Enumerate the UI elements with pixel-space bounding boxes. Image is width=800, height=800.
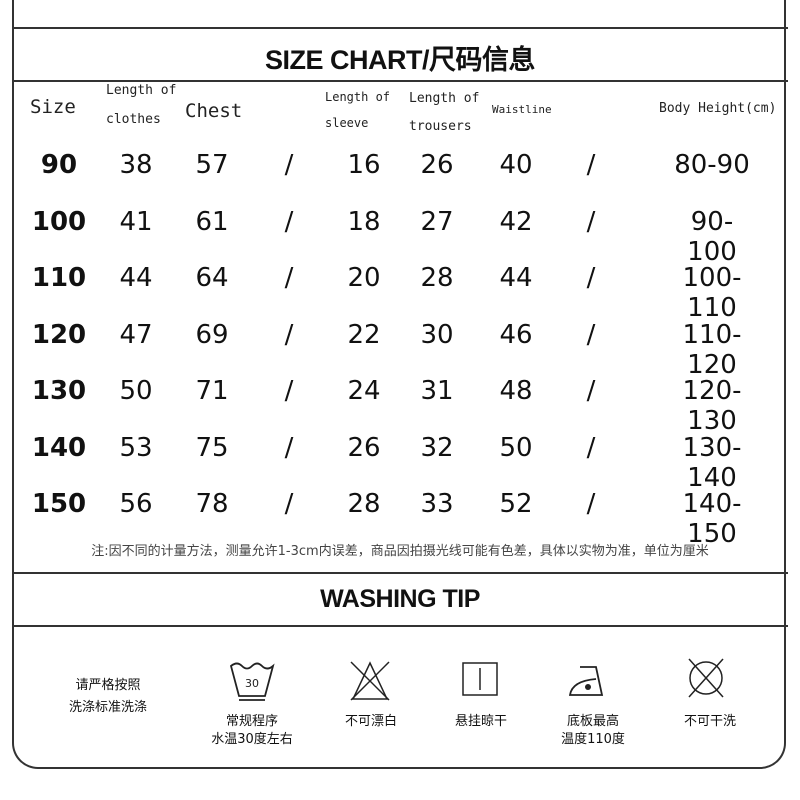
iron-label-1: 底板最高: [566, 714, 620, 729]
cell-sleeve-length: 22: [347, 319, 381, 350]
cell-trousers-length: 32: [420, 432, 454, 463]
cell-waistline: 44: [499, 263, 533, 293]
wash-label-2: 水温30度左右: [211, 732, 293, 747]
header-waistline: Waistline: [492, 103, 552, 116]
divider: [12, 572, 788, 574]
cell-body-height: 100-110: [682, 263, 742, 323]
cell-chest: 64: [195, 263, 229, 293]
cell-trousers-length: 31: [420, 376, 454, 406]
cell-sleeve-length: 28: [347, 489, 381, 519]
cell-col-blank: /: [284, 319, 294, 350]
cell-size: 110: [31, 263, 87, 293]
header-body-height: Body Height(cm): [659, 101, 777, 116]
cell-size: 90: [40, 150, 78, 180]
cell-clothes-length: 38: [119, 150, 153, 180]
cell-sleeve-length: 20: [347, 263, 381, 293]
cell-clothes-length: 50: [119, 376, 153, 406]
cell-chest: 69: [195, 319, 229, 350]
cell-col-blank-2: /: [586, 319, 596, 350]
cell-col-blank: /: [284, 150, 294, 180]
cell-waistline: 42: [499, 206, 533, 237]
size-chart-title: SIZE CHART/尺码信息: [264, 45, 536, 75]
cell-body-height: 120-130: [682, 376, 742, 436]
cell-waistline: 50: [499, 432, 533, 463]
cell-trousers-length: 33: [420, 489, 454, 519]
cell-waistline: 40: [499, 150, 533, 180]
hang-dry-label: 悬挂晾干: [454, 714, 508, 729]
cell-size: 120: [31, 319, 87, 350]
wash-temp: 30: [245, 677, 259, 690]
header-sleeve-2: sleeve: [325, 116, 369, 130]
cell-col-blank-2: /: [586, 150, 596, 180]
cell-clothes-length: 44: [119, 263, 153, 293]
cell-clothes-length: 53: [119, 432, 153, 463]
header-clothes-2: clothes: [106, 112, 161, 127]
divider: [12, 80, 788, 82]
cell-col-blank: /: [284, 263, 294, 293]
cell-col-blank-2: /: [586, 263, 596, 293]
iron-icon: [568, 666, 604, 696]
cell-col-blank: /: [284, 206, 294, 237]
header-clothes-1: Length of: [106, 83, 177, 98]
divider: [12, 27, 788, 29]
cell-sleeve-length: 18: [347, 206, 381, 237]
header-trousers-1: Length of: [409, 91, 480, 106]
cell-trousers-length: 28: [420, 263, 454, 293]
cell-trousers-length: 30: [420, 319, 454, 350]
cell-clothes-length: 56: [119, 489, 153, 519]
hang-dry-icon: [462, 662, 498, 696]
cell-waistline: 48: [499, 376, 533, 406]
cell-col-blank: /: [284, 489, 294, 519]
cell-trousers-length: 27: [420, 206, 454, 237]
cell-trousers-length: 26: [420, 150, 454, 180]
iron-label-2: 温度110度: [561, 732, 625, 747]
cell-body-height: 110-120: [682, 319, 742, 380]
cell-col-blank: /: [284, 376, 294, 406]
cell-body-height: 130-140: [682, 432, 742, 493]
no-bleach-icon: [350, 661, 390, 701]
cell-waistline: 46: [499, 319, 533, 350]
cell-size: 150: [31, 489, 87, 519]
cell-size: 140: [31, 432, 87, 463]
no-dry-clean-label: 不可干洗: [683, 714, 737, 729]
cell-col-blank-2: /: [586, 376, 596, 406]
no-dry-clean-icon: [688, 658, 724, 698]
cell-size: 130: [31, 376, 87, 406]
wash-30-icon: 30: [229, 662, 275, 701]
cell-col-blank-2: /: [586, 206, 596, 237]
cell-chest: 71: [195, 376, 229, 406]
no-bleach-label: 不可漂白: [344, 714, 398, 729]
cell-clothes-length: 41: [119, 206, 153, 237]
washing-intro-1: 请严格按照: [75, 678, 141, 693]
cell-waistline: 52: [499, 489, 533, 519]
cell-chest: 75: [195, 432, 229, 463]
cell-clothes-length: 47: [119, 319, 153, 350]
washing-intro-2: 洗涤标准洗涤: [68, 700, 148, 715]
cell-body-height: 80-90: [674, 150, 750, 180]
cell-chest: 61: [195, 206, 229, 237]
header-size: Size: [30, 96, 76, 118]
wash-label-1: 常规程序: [225, 714, 279, 729]
header-chest: Chest: [185, 100, 243, 122]
cell-col-blank-2: /: [586, 489, 596, 519]
header-trousers-2: trousers: [409, 119, 472, 134]
cell-sleeve-length: 26: [347, 432, 381, 463]
cell-size: 100: [31, 206, 87, 237]
cell-sleeve-length: 24: [347, 376, 381, 406]
cell-col-blank: /: [284, 432, 294, 463]
cell-body-height: 140-150: [682, 489, 742, 549]
washing-title: WASHING TIP: [320, 585, 480, 613]
cell-sleeve-length: 16: [347, 150, 381, 180]
chart-frame: [12, 0, 786, 769]
cell-col-blank-2: /: [586, 432, 596, 463]
divider: [12, 625, 788, 627]
cell-chest: 78: [195, 489, 229, 519]
measurement-note: 注:因不同的计量方法，测量允许1-3cm内误差，商品因拍摄光线可能有色差，具体以…: [91, 544, 709, 559]
cell-chest: 57: [195, 150, 229, 180]
cell-body-height: 90-100: [687, 206, 737, 267]
header-sleeve-1: Length of: [325, 90, 391, 104]
